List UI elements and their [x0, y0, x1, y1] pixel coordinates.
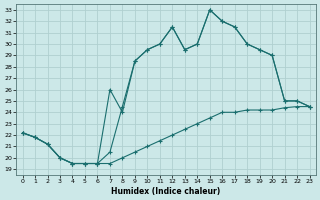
X-axis label: Humidex (Indice chaleur): Humidex (Indice chaleur): [111, 187, 221, 196]
